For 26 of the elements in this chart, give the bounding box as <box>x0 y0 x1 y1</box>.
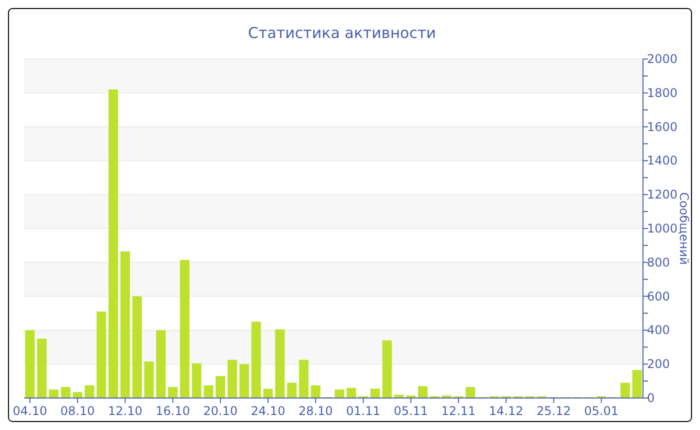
y-tick-label: 400 <box>647 323 670 338</box>
x-tick-label: 28.10 <box>298 404 333 418</box>
x-tick-label: 12.11 <box>441 404 476 418</box>
y-tick-label: 600 <box>647 289 670 304</box>
x-tick-label: 08.10 <box>60 404 95 418</box>
y-axis-title: Сообщений <box>677 192 691 265</box>
x-tick-label: 24.10 <box>250 404 286 418</box>
y-tick-label: 1800 <box>647 86 678 100</box>
x-tick-label: 05.01 <box>584 404 619 418</box>
y-tick-label: 200 <box>647 357 670 372</box>
x-tick-label: 14.12 <box>488 404 524 418</box>
y-tick-label: 1600 <box>647 120 678 134</box>
y-tick-label: 0 <box>647 391 655 405</box>
x-tick-label: 04.10 <box>12 404 48 418</box>
y-tick-label: 1400 <box>647 154 678 168</box>
y-tick-label: 1000 <box>647 222 678 236</box>
x-tick-label: 01.11 <box>346 404 380 418</box>
y-tick-label: 2000 <box>647 52 678 66</box>
x-tick-label: 16.10 <box>156 404 190 418</box>
y-tick-label: 800 <box>647 255 670 270</box>
x-tick-label: 05.11 <box>394 404 428 418</box>
x-tick-label: 12.10 <box>108 404 142 418</box>
x-tick-label: 20.10 <box>203 404 238 418</box>
x-tick-label: 25.12 <box>536 404 571 418</box>
y-tick-label: 1200 <box>647 188 678 202</box>
chart-title: Статистика активности <box>248 24 436 42</box>
